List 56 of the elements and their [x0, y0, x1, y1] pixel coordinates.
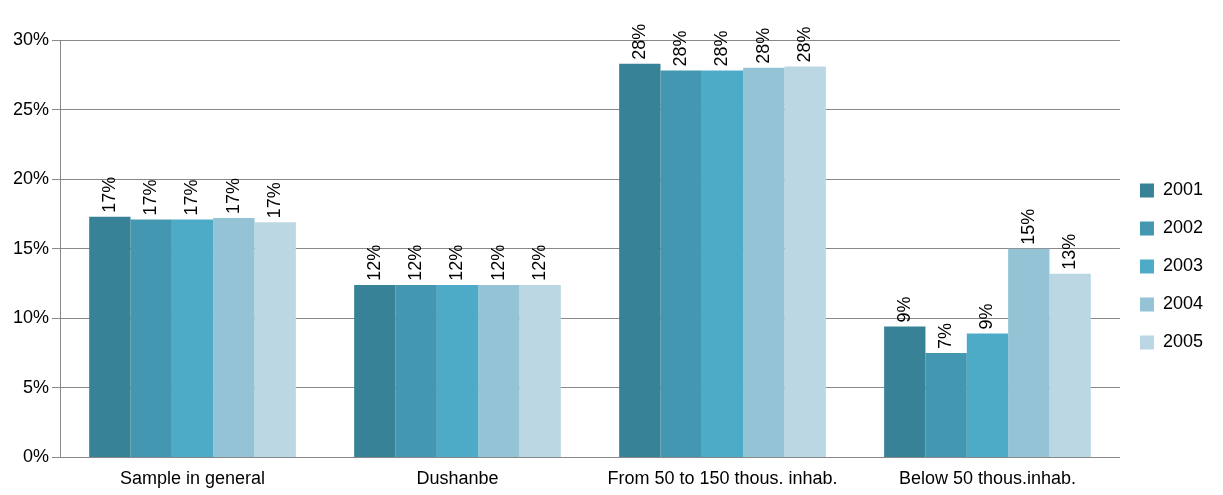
x-tick-label: From 50 to 150 thous. inhab.	[607, 468, 838, 489]
y-tick-label: 20%	[13, 168, 50, 189]
data-label: 12%	[446, 244, 467, 281]
data-label: 28%	[628, 23, 649, 60]
data-label: 9%	[893, 296, 914, 323]
bar	[213, 218, 255, 457]
data-label: 15%	[1017, 208, 1038, 245]
data-label: 12%	[405, 244, 426, 281]
bar	[884, 326, 926, 457]
data-label: 13%	[1059, 233, 1080, 270]
data-label: 28%	[711, 30, 732, 67]
x-tick-label: Sample in general	[119, 468, 266, 489]
bar	[89, 216, 131, 457]
data-label: 28%	[670, 30, 691, 67]
y-tick-label: 10%	[13, 307, 50, 328]
bar	[743, 67, 785, 457]
bar	[1049, 273, 1091, 457]
x-tick-label: Below 50 thous.inhab.	[898, 468, 1077, 489]
bar	[130, 219, 172, 457]
bar	[354, 284, 396, 457]
bar	[478, 284, 520, 457]
data-label: 12%	[487, 244, 508, 281]
data-label: 12%	[363, 244, 384, 281]
data-label: 17%	[140, 179, 161, 216]
data-label: 28%	[752, 27, 773, 64]
legend-label: 2002	[1162, 217, 1203, 238]
y-tick-label: 5%	[23, 376, 50, 397]
data-label: 28%	[794, 26, 815, 63]
bar	[784, 66, 826, 457]
legend-label: 2005	[1162, 331, 1203, 352]
data-label: 7%	[935, 323, 956, 350]
legend-label: 2004	[1162, 293, 1203, 314]
bar	[925, 353, 967, 457]
data-label: 17%	[264, 182, 285, 219]
legend-label: 2001	[1162, 179, 1203, 200]
bar	[701, 70, 744, 457]
y-tick-label: 30%	[13, 28, 50, 49]
bar	[171, 219, 214, 457]
bar	[436, 284, 479, 457]
data-label: 17%	[181, 179, 202, 216]
data-label: 17%	[98, 176, 119, 213]
bar	[395, 284, 437, 457]
x-tick-label: Dushanbe	[416, 468, 499, 489]
data-label: 9%	[976, 303, 997, 330]
bar	[519, 284, 561, 457]
bar	[1008, 248, 1050, 457]
bar	[660, 70, 702, 457]
data-label: 12%	[529, 244, 550, 281]
bar	[966, 333, 1009, 457]
y-tick-label: 0%	[23, 446, 50, 467]
y-tick-label: 15%	[13, 237, 50, 258]
bar	[254, 222, 296, 457]
data-label: 17%	[222, 178, 243, 215]
bar	[619, 63, 661, 457]
legend-label: 2003	[1162, 255, 1203, 276]
y-tick-label: 25%	[13, 98, 50, 119]
